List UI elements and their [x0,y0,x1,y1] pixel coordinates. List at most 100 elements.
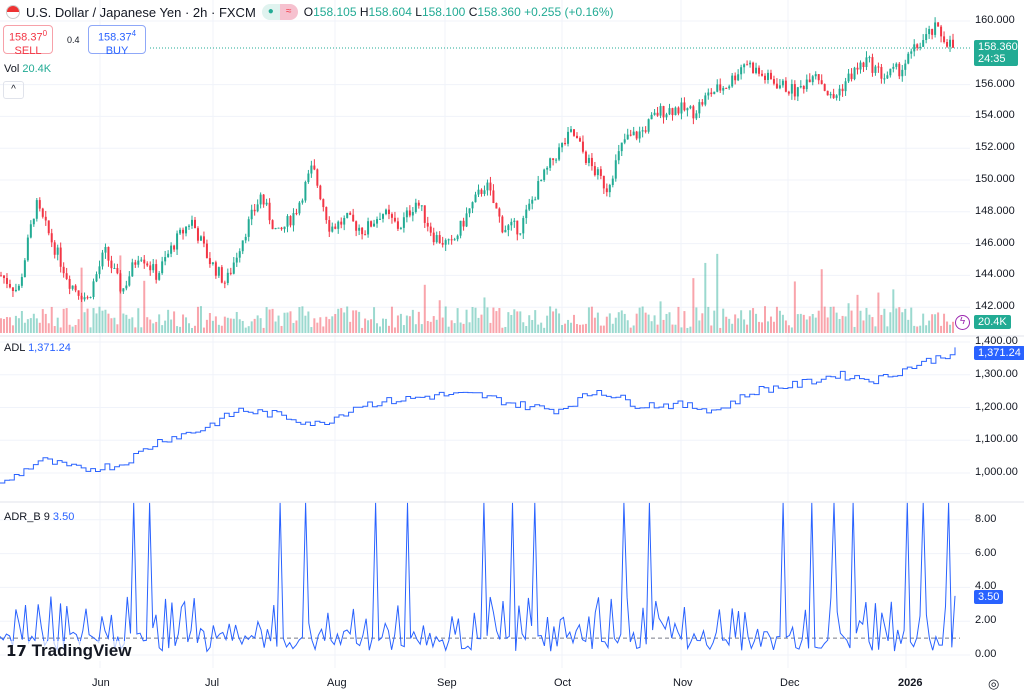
candle [137,260,140,265]
volume-bar [552,311,555,333]
candle [405,210,408,218]
candle [167,253,170,258]
volume-bar [214,316,217,333]
candle [647,119,650,132]
volume-bar [128,318,131,333]
volume-bar [722,308,725,333]
candle [32,218,35,225]
candle [325,207,328,221]
volume-bar [402,325,405,333]
candle [913,44,916,52]
volume-bar [537,324,540,333]
volume-bar [56,317,59,333]
volume-bar [865,307,868,333]
candle [92,281,95,297]
volume-bar [286,312,289,333]
volume-bar [158,314,161,333]
candle [596,169,599,176]
volume-bar [459,322,462,333]
volume-bar [802,314,805,333]
volume-bar [534,310,537,333]
candle [265,202,268,205]
candle [570,129,573,132]
volume-bar [271,308,274,333]
settings-eye-icon[interactable]: ◎ [988,676,1000,691]
candle [537,181,540,200]
sell-button[interactable]: 158.370 SELL [3,25,53,57]
volume-bar [396,315,399,333]
market-status-pill[interactable]: ● ≈ [261,4,298,20]
volume-bar [110,318,113,333]
volume-bar [191,327,193,333]
candle [653,112,656,115]
volume-bar [447,326,450,333]
volume-bar [644,312,647,333]
candle [274,227,277,230]
volume-bar [208,313,211,333]
buy-button[interactable]: 158.374 BUY [88,25,146,57]
candle [719,84,722,91]
collapse-chevron-up-icon[interactable]: ^ [3,81,24,99]
volume-bar [408,316,411,333]
volume-bar [331,316,334,333]
ohlc-values: O158.105 H158.604 L158.100 C158.360 +0.2… [303,5,614,19]
candle [584,151,587,163]
candle [919,46,922,48]
symbol-title[interactable]: U.S. Dollar / Japanese Yen · 2h · FXCM [26,4,256,20]
volume-bar [35,318,38,333]
volume-bar [444,306,447,333]
candle [847,73,850,82]
candle [259,194,262,205]
volume-bar [587,307,590,333]
volume-bar [38,322,41,333]
candle [23,260,26,278]
volume-bar [5,317,8,333]
volume-bar [125,314,128,333]
volume-bar [199,306,202,333]
tradingview-logo[interactable]: 𝟭𝟳 TradingView [6,641,132,661]
candle [116,268,119,274]
volume-bar [310,327,313,333]
candle [235,257,238,263]
volume-bar [304,315,307,333]
candle [561,142,564,148]
volume-bar [728,318,731,333]
candle [423,205,426,223]
volume-bar [596,312,599,333]
volume-bar [98,306,101,333]
volume-bar [787,325,790,333]
volume-bar [456,308,459,333]
volume-bar [283,312,286,333]
candle [910,51,913,54]
volume-bar [164,320,167,333]
candle [952,39,955,48]
volume-bar [611,323,614,333]
volume-bar [328,319,331,333]
volume-bar [137,308,140,333]
volume-bar [853,326,856,333]
volume-bar [223,316,226,333]
volume-bar [182,314,185,333]
volume-bar [817,310,820,333]
candle [868,57,871,59]
volume-bar [253,318,256,333]
volume-bar [414,324,417,333]
volume-bar [922,313,925,333]
candle [271,220,274,230]
lightning-icon[interactable]: ϟ [955,315,970,330]
volume-bar [441,317,444,333]
candle [125,285,128,289]
volume-bar [764,306,766,333]
volume-bar [713,310,716,333]
candle [29,224,32,238]
volume-bar [743,319,746,333]
candle [790,84,793,94]
candle [131,262,134,277]
volume-bar [590,306,593,333]
volume-bar [677,306,680,333]
volume-bar [626,320,629,333]
volume-bar [95,313,98,333]
volume-bar [280,325,283,333]
candle [62,266,65,274]
